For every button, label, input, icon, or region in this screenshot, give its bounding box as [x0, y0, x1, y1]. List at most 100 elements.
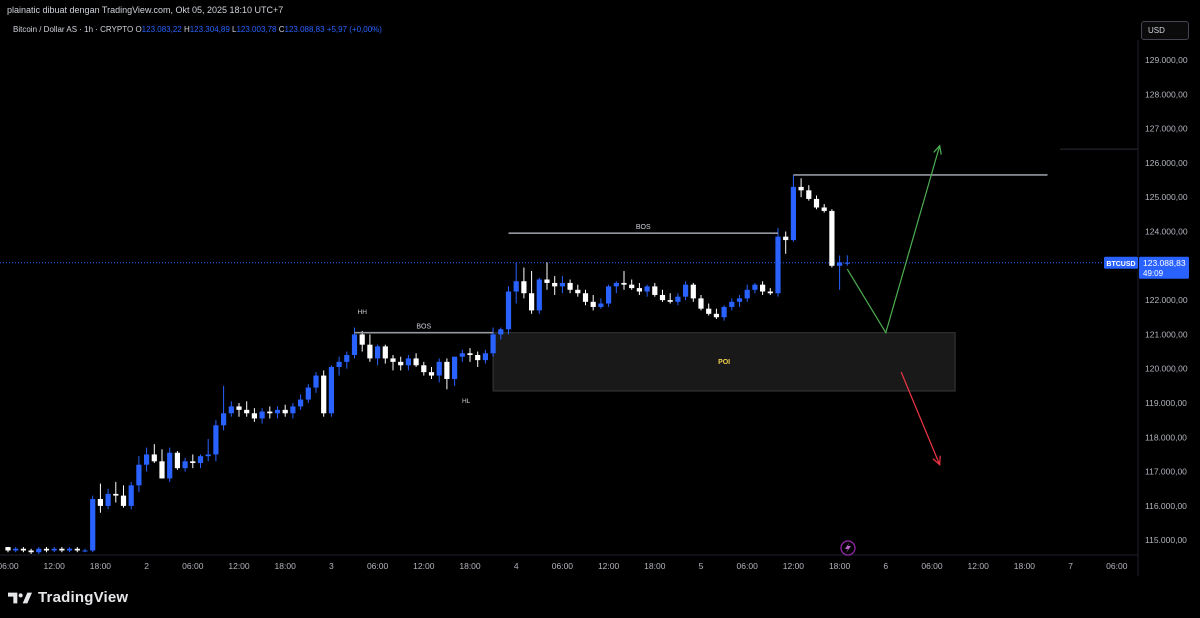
candle	[336, 361, 342, 367]
candle	[567, 282, 573, 290]
candle	[259, 411, 265, 419]
candle	[513, 281, 519, 292]
candle	[51, 548, 57, 551]
candle	[151, 454, 157, 462]
candle	[351, 334, 358, 355]
candle	[436, 361, 442, 376]
candle	[367, 344, 373, 359]
y-tick-label: 125.000,00	[1145, 192, 1188, 202]
candle	[421, 365, 427, 373]
x-tick-label: 06:00	[552, 561, 574, 571]
candle	[505, 291, 512, 330]
close-label: C	[278, 25, 285, 34]
arrow-head	[933, 144, 942, 155]
x-tick-label: 06:00	[737, 561, 759, 571]
y-tick-label: 127.000,00	[1145, 124, 1188, 134]
candle	[382, 346, 388, 359]
candle	[290, 406, 296, 414]
candle	[821, 207, 827, 211]
candle	[767, 291, 773, 294]
candle	[582, 293, 589, 302]
x-tick-label: 06:00	[367, 561, 389, 571]
zones-layer: POI	[0, 148, 1138, 392]
currency-button[interactable]: USD	[1141, 21, 1189, 40]
y-tick-label: 120.000,00	[1145, 364, 1188, 374]
change-value: +5,97 (+0,00%)	[326, 25, 382, 34]
poi-zone	[492, 332, 956, 392]
candle	[598, 303, 604, 307]
candle	[644, 286, 650, 292]
candle	[613, 282, 619, 287]
candle	[744, 289, 750, 299]
candle	[221, 413, 227, 426]
candle	[205, 454, 211, 457]
candle	[182, 461, 188, 469]
x-tick-label: 12:00	[598, 561, 620, 571]
y-axis: 129.000,00 128.000,00 127.000,00 126.000,00…	[1137, 40, 1188, 576]
candle	[90, 499, 96, 551]
y-tick-label: 124.000,00	[1145, 227, 1188, 237]
candle	[197, 456, 204, 464]
candle	[105, 493, 111, 506]
low-value: 123.003,78	[236, 25, 277, 34]
candle	[575, 289, 581, 294]
price-tag-symbol-box	[1104, 256, 1138, 269]
candle	[667, 300, 673, 302]
symbol-name[interactable]: Bitcoin / Dollar AS · 1h · CRYPTO	[13, 25, 134, 34]
tradingview-logo[interactable]: TradingView	[8, 589, 128, 606]
symbol-legend: Bitcoin / Dollar AS · 1h · CRYPTO O123.0…	[13, 25, 382, 34]
x-tick-label: 06:00	[182, 561, 204, 571]
candle	[606, 286, 612, 304]
candle	[798, 186, 804, 191]
candle	[428, 372, 435, 376]
x-axis: 06:00 12:00 18:00 2 06:00 12:00 18:00 3 06:00 12:…	[0, 554, 1138, 571]
candle	[136, 464, 142, 486]
x-tick-label: 18:00	[644, 561, 666, 571]
candle	[806, 190, 812, 199]
candle	[621, 282, 627, 285]
x-tick-label: 06:00	[0, 561, 19, 571]
candle	[529, 293, 535, 311]
candle	[120, 495, 127, 506]
candle	[459, 353, 465, 357]
x-tick-label: 2	[144, 561, 149, 571]
close-value: 123.088,83	[284, 25, 325, 34]
candle	[313, 375, 319, 388]
candle	[244, 409, 250, 414]
flash-icon[interactable]	[840, 540, 856, 556]
x-tick-label: 18:00	[90, 561, 112, 571]
candle	[5, 547, 11, 551]
candle	[159, 461, 165, 479]
candle	[521, 281, 527, 294]
candle	[790, 186, 796, 241]
bos-label: BOS	[636, 224, 651, 231]
candle	[467, 353, 473, 355]
candle	[321, 375, 327, 414]
candle	[590, 301, 596, 307]
candle	[636, 288, 642, 292]
candle	[706, 308, 712, 314]
candle	[536, 279, 542, 311]
candle	[298, 399, 304, 407]
candle	[783, 236, 789, 241]
y-tick-label: 122.000,00	[1145, 295, 1188, 305]
candle	[760, 284, 766, 292]
y-tick-label: 128.000,00	[1145, 89, 1188, 99]
brand-name: TradingView	[38, 589, 129, 606]
x-tick-label: 12:00	[968, 561, 990, 571]
candle	[67, 548, 73, 551]
candle	[729, 301, 735, 307]
candle	[174, 452, 180, 469]
open-value: 123.083,22	[141, 25, 182, 34]
x-tick-label: 12:00	[413, 561, 435, 571]
candle	[228, 406, 234, 414]
candle	[97, 499, 103, 506]
candle	[552, 282, 558, 287]
y-tick-label: 126.000,00	[1145, 158, 1188, 168]
candle	[652, 286, 658, 295]
arrow-head	[932, 455, 941, 467]
candle	[82, 550, 88, 552]
candle	[167, 452, 173, 479]
